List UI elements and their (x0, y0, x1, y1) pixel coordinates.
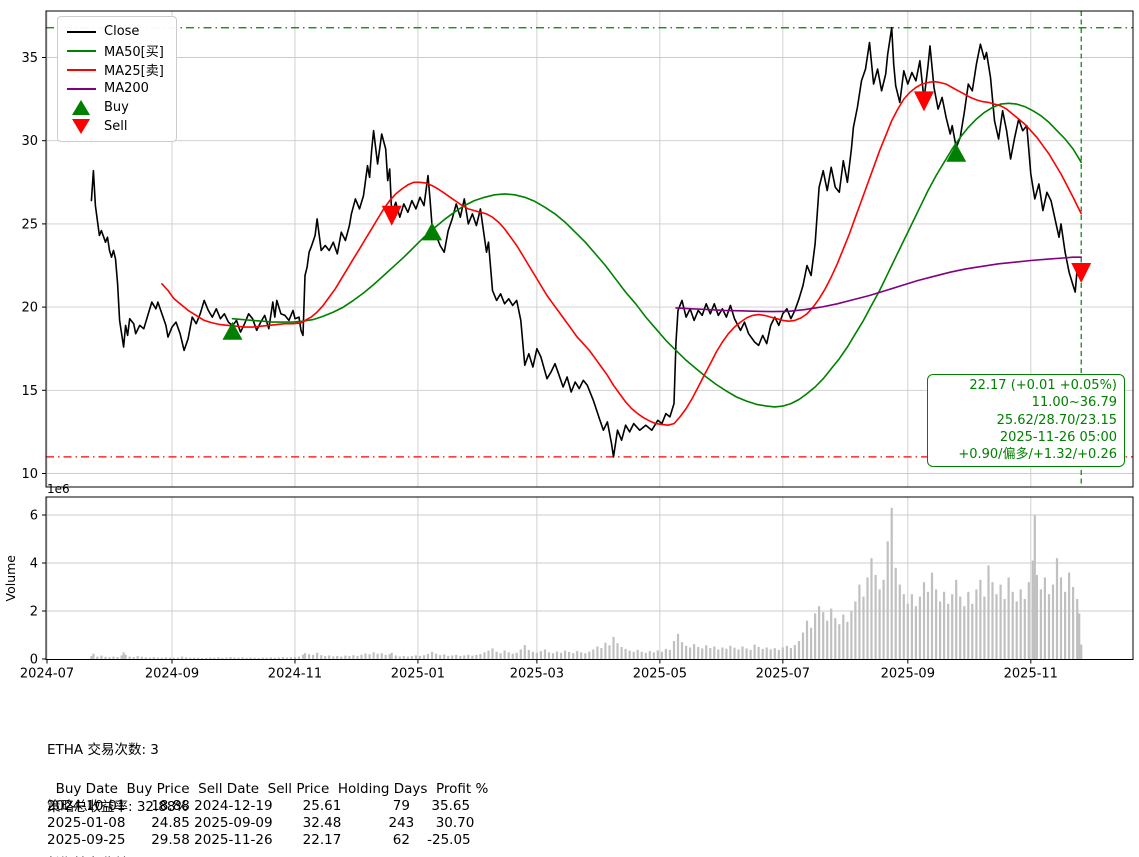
buy-marker-icon (66, 100, 96, 115)
gridlines (46, 11, 1133, 660)
volume-ytick-label: 4 (30, 557, 38, 572)
buy-marker (422, 222, 443, 241)
legend-label-ma50: MA50[买] (104, 45, 164, 60)
volume-ytick-label: 0 (30, 653, 38, 668)
legend-label-ma200: MA200 (104, 81, 149, 96)
price-ytick-label: 20 (21, 301, 38, 316)
quote-time-line: 2025-11-26 05:00 (999, 429, 1117, 445)
close-line-swatch (66, 30, 96, 33)
legend-label-buy: Buy (104, 100, 129, 115)
sell-marker (381, 205, 402, 226)
sell-marker (913, 91, 934, 112)
price-ytick-label: 15 (21, 384, 38, 399)
axis-labels: 10 15 20 25 30 35 0 2 4 6 2024-07 2024-09 2024-11 202… (3, 51, 1058, 682)
quote-range-line: 11.00~36.79 (1031, 395, 1117, 411)
strategy-return-line: 策略总收益率: 32.88% (47, 799, 189, 815)
xtick-label: 2024-07 (20, 667, 74, 682)
legend-label-sell: Sell (104, 119, 128, 134)
sell-marker-icon (66, 119, 96, 134)
volume-ytick-label: 2 (30, 605, 38, 620)
xtick-label: 2025-07 (756, 667, 810, 682)
sell-marker (1071, 262, 1092, 283)
quote-ma-line: 25.62/28.70/23.15 (996, 412, 1117, 428)
series-close (90, 26, 1082, 458)
legend-label-close: Close (104, 24, 140, 39)
volume-axis-title: Volume (3, 555, 18, 602)
xtick-label: 2025-03 (510, 667, 564, 682)
legend-item-ma50: MA50[买] (66, 43, 164, 60)
buy-marker (946, 143, 967, 162)
legend-item-close: Close (66, 24, 164, 39)
price-ytick-label: 35 (21, 51, 38, 66)
quote-price-line: 22.17 (+0.01 +0.05%) (969, 378, 1117, 393)
xtick-label: 2025-01 (391, 667, 445, 682)
trade-table-header: Buy Date Buy Price Sell Date Sell Price … (47, 781, 489, 797)
xtick-label: 2025-09 (881, 667, 935, 682)
ma200-line-swatch (66, 87, 96, 90)
trade-row: 2025-01-08 24.85 2025-09-09 32.48 243 30… (47, 815, 475, 831)
series-ma25 (161, 80, 1082, 427)
ma25-line-swatch (66, 68, 96, 71)
volume-ytick-label: 6 (30, 509, 38, 524)
ma50-line-swatch (66, 49, 96, 52)
legend-item-ma200: MA200 (66, 81, 164, 96)
price-ytick-label: 30 (21, 134, 38, 149)
price-ytick-label: 25 (21, 217, 38, 232)
series-ma200 (675, 256, 1082, 313)
trade-row: 2024-10-01 18.88 2024-12-19 25.61 79 35.… (47, 798, 471, 814)
quote-bias-line: +0.90/偏多/+1.32/+0.26 (958, 447, 1117, 463)
series-ma50 (231, 102, 1082, 408)
xtick-label: 2025-11 (1004, 667, 1058, 682)
buy-marker (222, 321, 243, 340)
price-axes-frame (45, 10, 1134, 488)
legend-item-sell: Sell (66, 119, 164, 134)
price-volume-chart: 10 15 20 25 30 35 0 2 4 6 2024-07 2024-09 2024-11 202… (3, 10, 1134, 682)
volume-axes-frame (45, 496, 1134, 660)
xtick-label: 2024-11 (268, 667, 322, 682)
trade-row: 2025-09-25 29.58 2025-11-26 22.17 62 -25… (47, 832, 471, 848)
volume-bars (90, 507, 1083, 659)
trade-table: Buy Date Buy Price Sell Date Sell Price … (47, 781, 488, 849)
legend-item-ma25: MA25[卖] (66, 62, 164, 79)
trade-count-line: ETHA 交易次数: 3 (47, 742, 159, 758)
xtick-label: 2024-09 (145, 667, 199, 682)
price-ytick-label: 10 (21, 467, 38, 482)
xtick-label: 2025-05 (633, 667, 687, 682)
legend-item-buy: Buy (66, 100, 164, 115)
legend: Close MA50[买] MA25[卖] MA200 Buy Sell (57, 16, 177, 142)
volume-scale-offset: 1e6 (47, 482, 70, 496)
legend-label-ma25: MA25[卖] (104, 64, 164, 79)
quote-annotation-box: 22.17 (+0.01 +0.05%) 11.00~36.79 25.62/2… (927, 374, 1125, 468)
